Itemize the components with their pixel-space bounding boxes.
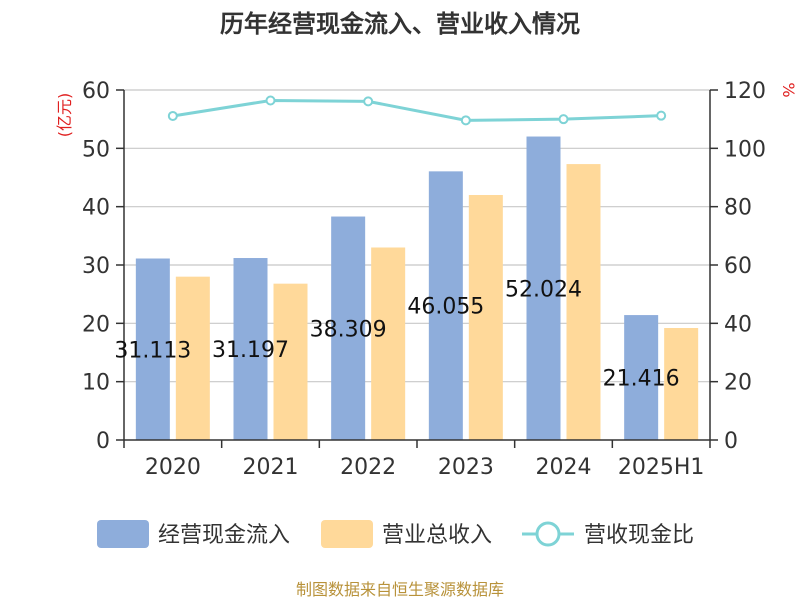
point-ratio (656, 110, 667, 121)
bar-revenue (273, 283, 308, 440)
y-left-tick-label: 40 (82, 196, 110, 221)
legend-swatch-revenue (321, 520, 373, 548)
data-label-cash-inflow: 31.197 (212, 338, 289, 363)
bar-cash-inflow (428, 171, 463, 441)
legend-marker-ratio (535, 521, 561, 547)
data-label-cash-inflow: 52.024 (505, 277, 582, 302)
x-tick-label: 2024 (536, 455, 592, 480)
x-tick-label: 2025H1 (618, 455, 705, 480)
y-right-tick-label: 120 (724, 79, 766, 104)
bar-revenue (175, 276, 210, 440)
data-label-cash-inflow: 21.416 (603, 367, 680, 392)
data-label-cash-inflow: 38.309 (310, 317, 387, 342)
bar-cash-inflow (624, 315, 659, 440)
y-left-axis-label: (亿元) (55, 93, 74, 138)
line-ratio (172, 98, 662, 122)
y-left-tick-label: 10 (82, 371, 110, 396)
y-right-tick-label: 0 (724, 429, 738, 454)
legend-label-ratio: 营收现金比 (584, 523, 694, 548)
source-note: 制图数据来自恒生聚源数据库 (296, 580, 504, 599)
y-left-tick-label: 50 (82, 137, 110, 162)
point-ratio (265, 95, 276, 106)
x-tick-label: 2020 (145, 455, 201, 480)
y-left-tick-label: 60 (82, 79, 110, 104)
legend-label-cash-inflow: 经营现金流入 (158, 523, 290, 548)
legend: 经营现金流入 营业总收入 营收现金比 (97, 520, 694, 548)
bar-revenue (371, 247, 406, 440)
y-right-axis-label: % (779, 82, 798, 97)
point-ratio (167, 110, 178, 121)
bar-revenue (566, 164, 601, 441)
legend-label-revenue: 营业总收入 (382, 523, 492, 548)
y-right-tick-label: 40 (724, 312, 752, 337)
bar-revenue (664, 328, 699, 440)
y-left-tick-label: 20 (82, 312, 110, 337)
bar-cash-inflow (331, 216, 366, 440)
x-tick-label: 2021 (243, 455, 299, 480)
point-ratio (558, 114, 569, 125)
bar-cash-inflow (135, 258, 170, 440)
bar-cash-inflow (233, 258, 268, 440)
bar-cash-inflow (526, 136, 561, 440)
y-right-tick-label: 20 (724, 371, 752, 396)
chart-title: 历年经营现金流入、营业收入情况 (220, 10, 580, 38)
point-ratio (460, 115, 471, 126)
y-right-tick-label: 80 (724, 196, 752, 221)
y-right-tick-label: 100 (724, 137, 766, 162)
x-tick-label: 2022 (340, 455, 396, 480)
legend-swatch-cash-inflow (97, 520, 149, 548)
data-label-cash-inflow: 31.113 (114, 338, 191, 363)
x-tick-label: 2023 (438, 455, 494, 480)
y-right-tick-label: 60 (724, 254, 752, 279)
y-left-tick-label: 30 (82, 254, 110, 279)
data-label-cash-inflow: 46.055 (407, 295, 484, 320)
bar-revenue (468, 195, 503, 440)
y-left-tick-label: 0 (96, 429, 110, 454)
point-ratio (363, 96, 374, 107)
